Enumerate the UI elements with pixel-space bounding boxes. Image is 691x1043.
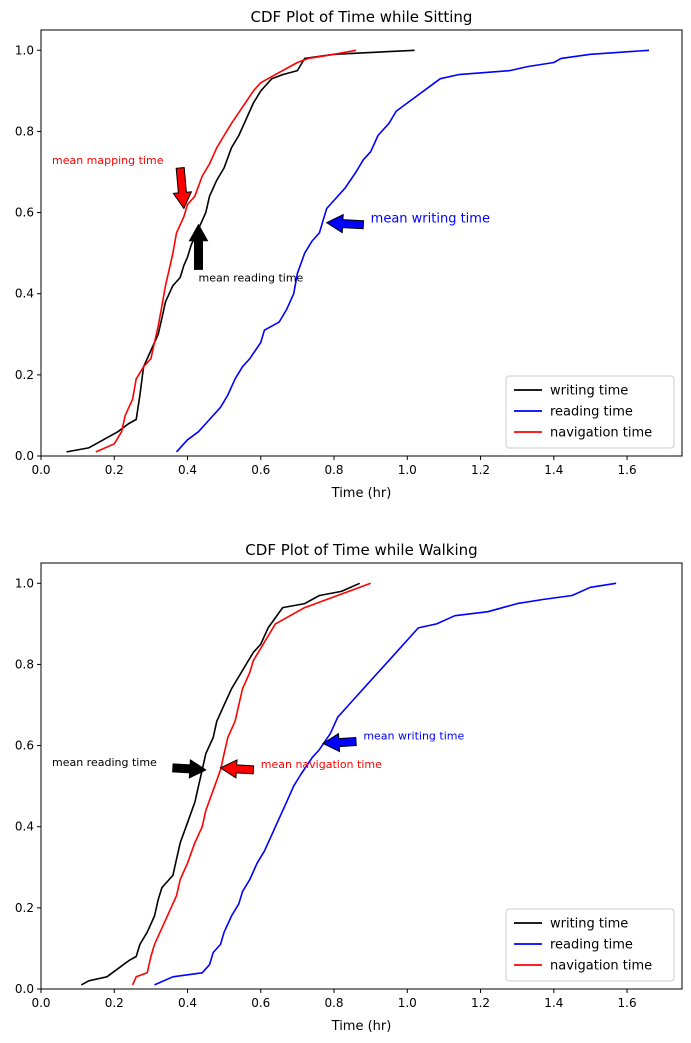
chart-sitting: CDF Plot of Time while Sitting 0.0 0.2 0.4 0… xyxy=(15,8,683,501)
legend-box xyxy=(505,908,675,982)
annotation-label: mean reading time xyxy=(199,272,304,285)
series-line-writing-time xyxy=(80,582,361,986)
y-tick-label: 0.6 xyxy=(15,739,34,753)
y-tick-label: 0.0 xyxy=(15,449,34,463)
x-tick-label: 0.2 xyxy=(105,463,124,477)
annotation-label: mean reading time xyxy=(52,756,157,769)
y-tick-label: 1.0 xyxy=(15,576,34,590)
legend-box xyxy=(505,375,675,449)
x-tick-label: 0.6 xyxy=(251,463,270,477)
chart-walking: CDF Plot of Time while Walking 0.0 0.2 0.4 0… xyxy=(15,541,683,1034)
x-tick-label: 1.2 xyxy=(471,996,490,1010)
x-tick-label: 1.6 xyxy=(618,996,637,1010)
chart-title: CDF Plot of Time while Walking xyxy=(245,541,477,559)
x-tick-label: 1.0 xyxy=(398,996,417,1010)
series-line-navigation-time xyxy=(95,49,357,453)
x-tick-label: 1.4 xyxy=(544,996,563,1010)
series-line-writing-time xyxy=(66,49,415,453)
x-tick-label: 0.8 xyxy=(324,996,343,1010)
legend-label: writing time xyxy=(550,917,628,932)
legend-label: reading time xyxy=(550,405,633,420)
plot-frame xyxy=(40,29,683,457)
x-tick-label: 1.4 xyxy=(544,463,563,477)
legend-label: writing time xyxy=(550,384,628,399)
annotation-label: mean writing time xyxy=(371,212,490,227)
legend-label: navigation time xyxy=(550,959,652,974)
legend-label: reading time xyxy=(550,938,633,953)
annotation-label: mean navigation time xyxy=(261,758,382,771)
y-tick-label: 0.4 xyxy=(15,820,34,834)
annotation-label: mean mapping time xyxy=(52,154,164,167)
y-tick-label: 0.2 xyxy=(15,901,34,915)
x-tick-label: 0.8 xyxy=(324,463,343,477)
x-tick-label: 1.2 xyxy=(471,463,490,477)
series-line-reading-time xyxy=(154,582,617,986)
annotation-arrow xyxy=(321,732,357,753)
chart-title: CDF Plot of Time while Sitting xyxy=(251,8,473,26)
annotation-arrow xyxy=(219,759,255,779)
y-tick-label: 0.4 xyxy=(15,287,34,301)
annotation-label: mean writing time xyxy=(363,729,464,742)
x-tick-label: 1.6 xyxy=(618,463,637,477)
x-tick-label: 1.0 xyxy=(398,463,417,477)
annotation-arrow xyxy=(188,223,209,270)
legend: writing time reading time navigation time xyxy=(505,375,675,449)
x-axis-label: Time (hr) xyxy=(331,486,392,501)
x-tick-label: 0.0 xyxy=(31,463,50,477)
y-tick-label: 0.8 xyxy=(15,657,34,671)
y-tick-label: 0.2 xyxy=(15,368,34,382)
legend: writing time reading time navigation time xyxy=(505,908,675,982)
series-line-reading-time xyxy=(175,49,650,453)
annotation-arrow xyxy=(325,213,365,234)
series-line-navigation-time xyxy=(131,582,371,986)
x-tick-label: 0.6 xyxy=(251,996,270,1010)
y-tick-label: 0.8 xyxy=(15,124,34,138)
annotation-arrow xyxy=(172,167,193,210)
x-tick-label: 0.4 xyxy=(178,996,197,1010)
x-axis-label: Time (hr) xyxy=(331,1019,392,1034)
plot-frame xyxy=(40,562,683,990)
x-tick-label: 0.4 xyxy=(178,463,197,477)
y-tick-label: 0.0 xyxy=(15,982,34,996)
x-tick-label: 0.2 xyxy=(105,996,124,1010)
legend-label: navigation time xyxy=(550,426,652,441)
y-tick-label: 0.6 xyxy=(15,206,34,220)
y-tick-label: 1.0 xyxy=(15,43,34,57)
annotation-arrow xyxy=(172,759,207,779)
x-tick-label: 0.0 xyxy=(31,996,50,1010)
